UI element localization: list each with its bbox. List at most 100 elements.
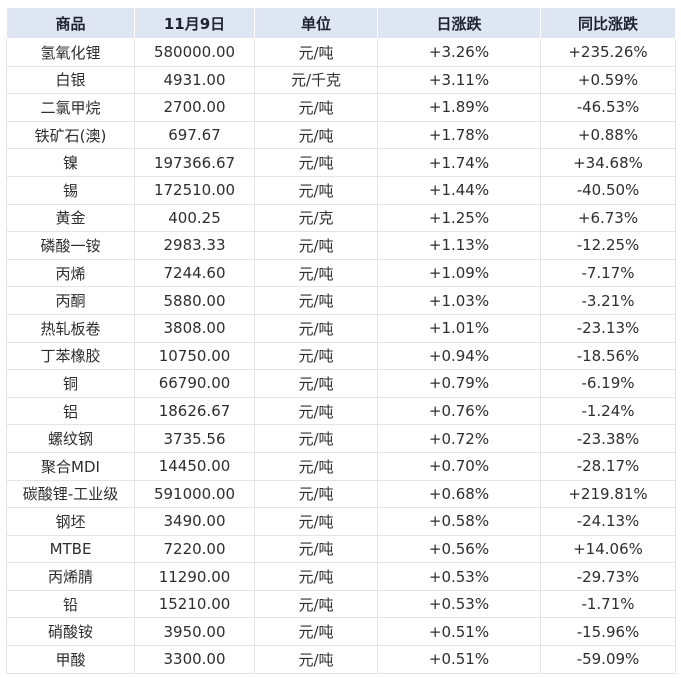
yoy-change-cell: -15.96% <box>540 617 676 647</box>
table-row: 二氯甲烷 2700.00 元/吨 +1.89% -46.53% <box>6 93 676 122</box>
table-row: 碳酸锂-工业级 591000.00 元/吨 +0.68% +219.81% <box>6 479 676 509</box>
commodity-name-cell: 丁苯橡胶 <box>6 341 135 371</box>
commodity-name-cell: MTBE <box>6 534 135 564</box>
table-row: 白银 4931.00 元/千克 +3.11% +0.59% <box>6 65 676 95</box>
unit-cell: 元/吨 <box>254 148 378 177</box>
yoy-change-cell: +219.81% <box>540 479 676 509</box>
price-cell: 400.25 <box>134 203 255 233</box>
header-row: 商品 11月9日 单位 日涨跌 同比涨跌 <box>6 7 676 39</box>
unit-cell: 元/吨 <box>254 617 378 647</box>
commodity-name-cell: 铁矿石(澳) <box>6 120 135 150</box>
price-cell: 11290.00 <box>134 562 255 591</box>
commodity-name-cell: 甲酸 <box>6 645 135 674</box>
unit-cell: 元/吨 <box>254 175 378 205</box>
unit-cell: 元/吨 <box>254 562 378 591</box>
table-row: 氢氧化锂 580000.00 元/吨 +3.26% +235.26% <box>6 38 676 67</box>
commodity-name-cell: 硝酸铵 <box>6 617 135 647</box>
commodity-name-cell: 二氯甲烷 <box>6 93 135 122</box>
daily-change-cell: +1.89% <box>377 93 541 122</box>
daily-change-cell: +3.11% <box>377 65 541 95</box>
table-row: 钢坯 3490.00 元/吨 +0.58% -24.13% <box>6 507 676 536</box>
table-row: 铁矿石(澳) 697.67 元/吨 +1.78% +0.88% <box>6 120 676 150</box>
daily-change-cell: +0.72% <box>377 424 541 453</box>
table-body: 氢氧化锂 580000.00 元/吨 +3.26% +235.26% 白银 4931.00 元… <box>6 38 676 674</box>
price-cell: 18626.67 <box>134 396 255 426</box>
yoy-change-cell: -24.13% <box>540 507 676 536</box>
table-row: 丙酮 5880.00 元/吨 +1.03% -3.21% <box>6 286 676 315</box>
daily-change-cell: +1.13% <box>377 231 541 260</box>
table-row: 铜 66790.00 元/吨 +0.79% -6.19% <box>6 369 676 398</box>
price-cell: 172510.00 <box>134 175 255 205</box>
daily-change-cell: +0.68% <box>377 479 541 509</box>
unit-cell: 元/吨 <box>254 341 378 371</box>
unit-cell: 元/吨 <box>254 120 378 150</box>
daily-change-cell: +3.26% <box>377 38 541 67</box>
price-cell: 4931.00 <box>134 65 255 95</box>
commodity-name-cell: 螺纹钢 <box>6 424 135 453</box>
yoy-change-cell: -28.17% <box>540 451 676 481</box>
table-row: 丁苯橡胶 10750.00 元/吨 +0.94% -18.56% <box>6 341 676 371</box>
commodity-name-cell: 热轧板卷 <box>6 313 135 343</box>
daily-change-cell: +0.51% <box>377 645 541 674</box>
unit-cell: 元/克 <box>254 203 378 233</box>
daily-change-cell: +0.70% <box>377 451 541 481</box>
price-cell: 5880.00 <box>134 286 255 315</box>
commodity-name-cell: 氢氧化锂 <box>6 38 135 67</box>
price-cell: 66790.00 <box>134 369 255 398</box>
daily-change-cell: +0.56% <box>377 534 541 564</box>
table-row: MTBE 7220.00 元/吨 +0.56% +14.06% <box>6 534 676 564</box>
table-row: 丙烯腈 11290.00 元/吨 +0.53% -29.73% <box>6 562 676 591</box>
yoy-change-cell: -23.38% <box>540 424 676 453</box>
header-date-price: 11月9日 <box>134 7 255 39</box>
commodity-name-cell: 丙酮 <box>6 286 135 315</box>
yoy-change-cell: -7.17% <box>540 258 676 288</box>
yoy-change-cell: -59.09% <box>540 645 676 674</box>
table-row: 螺纹钢 3735.56 元/吨 +0.72% -23.38% <box>6 424 676 453</box>
table-row: 热轧板卷 3808.00 元/吨 +1.01% -23.13% <box>6 313 676 343</box>
yoy-change-cell: +0.88% <box>540 120 676 150</box>
yoy-change-cell: -29.73% <box>540 562 676 591</box>
daily-change-cell: +0.58% <box>377 507 541 536</box>
daily-change-cell: +0.79% <box>377 369 541 398</box>
unit-cell: 元/吨 <box>254 534 378 564</box>
commodity-name-cell: 丙烯 <box>6 258 135 288</box>
table-row: 锡 172510.00 元/吨 +1.44% -40.50% <box>6 175 676 205</box>
unit-cell: 元/吨 <box>254 451 378 481</box>
yoy-change-cell: -18.56% <box>540 341 676 371</box>
unit-cell: 元/千克 <box>254 65 378 95</box>
commodity-name-cell: 碳酸锂-工业级 <box>6 479 135 509</box>
unit-cell: 元/吨 <box>254 258 378 288</box>
price-cell: 3490.00 <box>134 507 255 536</box>
price-cell: 2700.00 <box>134 93 255 122</box>
price-cell: 10750.00 <box>134 341 255 371</box>
yoy-change-cell: -12.25% <box>540 231 676 260</box>
yoy-change-cell: +14.06% <box>540 534 676 564</box>
price-cell: 7220.00 <box>134 534 255 564</box>
yoy-change-cell: -46.53% <box>540 93 676 122</box>
commodity-name-cell: 聚合MDI <box>6 451 135 481</box>
daily-change-cell: +1.25% <box>377 203 541 233</box>
unit-cell: 元/吨 <box>254 369 378 398</box>
yoy-change-cell: +34.68% <box>540 148 676 177</box>
commodity-name-cell: 丙烯腈 <box>6 562 135 591</box>
table-row: 丙烯 7244.60 元/吨 +1.09% -7.17% <box>6 258 676 288</box>
yoy-change-cell: -1.24% <box>540 396 676 426</box>
price-cell: 580000.00 <box>134 38 255 67</box>
daily-change-cell: +0.53% <box>377 589 541 619</box>
commodity-name-cell: 铜 <box>6 369 135 398</box>
commodity-name-cell: 黄金 <box>6 203 135 233</box>
price-cell: 14450.00 <box>134 451 255 481</box>
yoy-change-cell: -1.71% <box>540 589 676 619</box>
table-row: 聚合MDI 14450.00 元/吨 +0.70% -28.17% <box>6 451 676 481</box>
unit-cell: 元/吨 <box>254 507 378 536</box>
commodity-name-cell: 白银 <box>6 65 135 95</box>
price-cell: 15210.00 <box>134 589 255 619</box>
commodity-price-table-wrap: 商品 11月9日 单位 日涨跌 同比涨跌 氢氧化锂 580000.00 元/吨 +3.… <box>6 7 676 674</box>
commodity-name-cell: 锡 <box>6 175 135 205</box>
price-cell: 7244.60 <box>134 258 255 288</box>
daily-change-cell: +0.53% <box>377 562 541 591</box>
unit-cell: 元/吨 <box>254 93 378 122</box>
daily-change-cell: +1.74% <box>377 148 541 177</box>
unit-cell: 元/吨 <box>254 38 378 67</box>
daily-change-cell: +0.94% <box>377 341 541 371</box>
